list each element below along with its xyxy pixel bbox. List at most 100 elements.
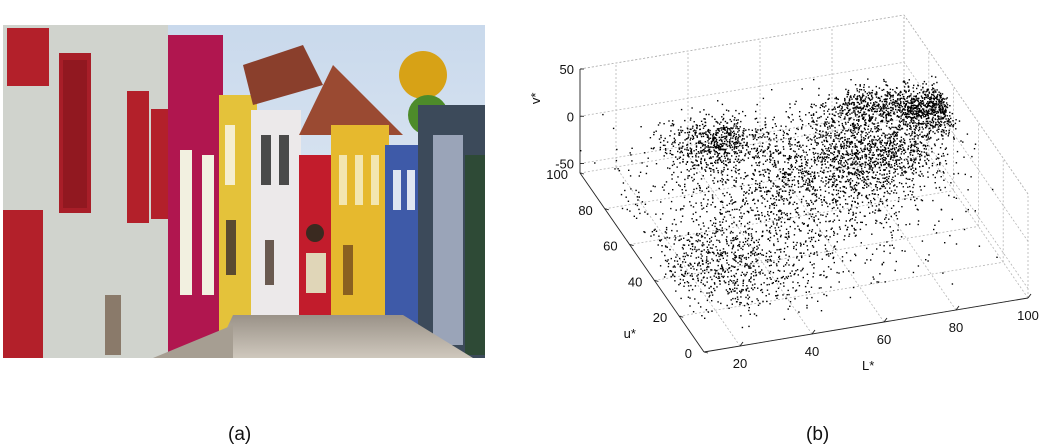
data-point: [792, 189, 794, 192]
data-point: [914, 110, 916, 112]
data-point: [938, 220, 940, 222]
data-point: [910, 128, 912, 130]
data-point: [699, 150, 702, 152]
data-point: [883, 132, 885, 135]
data-point: [754, 182, 757, 185]
data-point: [877, 154, 880, 156]
data-point: [718, 158, 721, 160]
data-point: [695, 146, 698, 148]
data-point: [785, 111, 787, 113]
data-point: [801, 269, 804, 271]
data-point: [883, 173, 885, 175]
data-point: [856, 156, 858, 158]
data-point: [841, 112, 843, 114]
data-point: [811, 106, 813, 109]
data-point: [870, 202, 872, 204]
data-point: [714, 162, 717, 164]
data-point: [833, 121, 835, 123]
data-point: [879, 198, 882, 200]
data-point: [937, 120, 939, 123]
data-point: [799, 252, 801, 254]
data-point: [733, 221, 735, 224]
data-point: [776, 233, 778, 235]
data-point: [706, 292, 708, 294]
data-point: [898, 182, 901, 184]
data-point: [693, 178, 695, 181]
data-point: [933, 83, 935, 85]
data-point: [940, 121, 943, 123]
data-point: [720, 273, 722, 275]
data-point: [917, 124, 920, 126]
data-point: [902, 165, 905, 168]
data-point: [893, 126, 895, 129]
data-point: [842, 175, 844, 178]
data-point: [919, 175, 921, 177]
data-point: [894, 134, 897, 136]
data-point: [871, 138, 873, 141]
data-point: [880, 149, 882, 151]
data-point: [740, 254, 742, 257]
data-point: [690, 117, 692, 119]
data-point: [884, 281, 886, 283]
data-point: [756, 164, 758, 166]
data-point: [672, 124, 674, 127]
data-point: [913, 95, 915, 97]
data-point: [732, 288, 734, 291]
data-point: [759, 128, 762, 131]
data-point: [805, 200, 807, 202]
data-point: [801, 120, 803, 122]
data-point: [826, 213, 829, 215]
data-point: [777, 287, 780, 289]
data-point: [723, 135, 725, 138]
data-point: [691, 248, 694, 251]
data-point: [805, 240, 807, 242]
data-point: [785, 184, 787, 186]
data-point: [772, 223, 775, 225]
data-point: [944, 112, 946, 114]
data-point: [832, 167, 835, 169]
data-point: [789, 145, 791, 147]
data-point: [926, 90, 928, 92]
data-point: [890, 99, 892, 102]
data-point: [737, 145, 739, 148]
data-point: [804, 175, 806, 177]
data-point: [885, 116, 888, 119]
data-point: [896, 163, 898, 165]
data-point: [863, 127, 866, 129]
data-point: [851, 187, 854, 189]
data-point: [793, 273, 795, 276]
data-point: [934, 111, 936, 114]
data-point: [907, 160, 909, 162]
data-point: [818, 137, 820, 139]
data-point: [880, 113, 882, 116]
data-point: [701, 234, 703, 237]
data-point: [867, 128, 869, 130]
data-point: [847, 163, 849, 165]
data-point: [886, 98, 888, 100]
data-point: [797, 207, 799, 209]
data-point: [714, 137, 717, 139]
data-point: [831, 185, 833, 188]
data-point: [755, 218, 757, 220]
data-point: [731, 176, 733, 178]
data-point: [714, 206, 716, 208]
data-point: [736, 280, 738, 283]
data-point: [803, 243, 805, 245]
data-point: [897, 224, 899, 226]
data-point: [851, 150, 853, 153]
data-point: [813, 220, 815, 222]
data-point: [672, 189, 674, 191]
data-point: [921, 114, 924, 116]
data-point: [888, 149, 891, 152]
data-point: [774, 164, 776, 167]
data-point: [794, 184, 796, 186]
data-point: [769, 227, 771, 229]
data-point: [821, 136, 824, 138]
data-point: [734, 201, 737, 203]
data-point: [755, 130, 757, 132]
data-point: [936, 172, 938, 174]
data-point: [811, 121, 813, 123]
data-point: [762, 169, 764, 171]
data-point: [853, 129, 856, 131]
data-point: [904, 250, 906, 252]
